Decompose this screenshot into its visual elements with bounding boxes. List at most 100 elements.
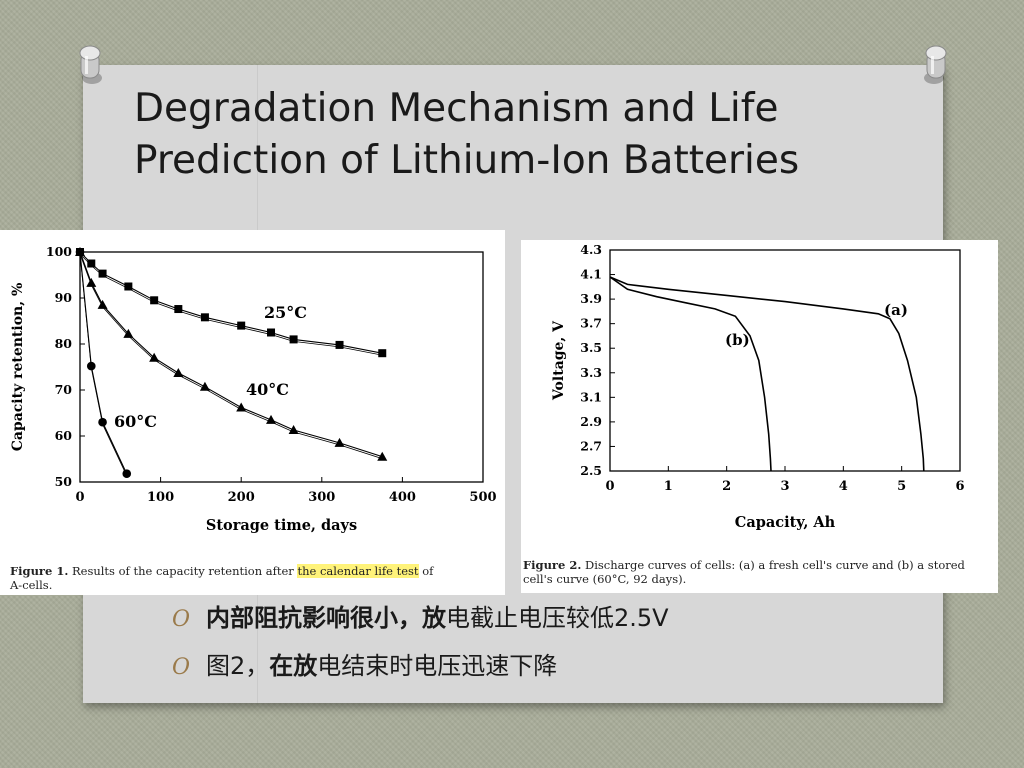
y-tick-label: 4.1: [580, 267, 602, 282]
series-label-25-c: 25°C: [264, 303, 307, 322]
bullet-text-2: 图2，在放电结束时电压迅速下降: [206, 648, 557, 684]
figure-2-caption-line-2: cell's curve (60°C, 92 days).: [523, 572, 687, 586]
data-point: [199, 381, 210, 391]
series-line-replicate-40-c: [79, 253, 383, 460]
y-tick-label: 100: [46, 244, 72, 259]
figure-1-panel: 0 100 200 300 400 500 50 60 70 80 90 100 Storage tim…: [0, 230, 505, 595]
data-point: [122, 469, 132, 479]
data-point: [377, 451, 388, 461]
y-tick-label: 3.9: [580, 291, 602, 306]
y-tick-label: 2.7: [580, 438, 602, 453]
data-point: [87, 259, 96, 268]
data-point: [200, 313, 209, 322]
y-axis-label: Voltage, V: [551, 320, 567, 401]
y-tick-label: 70: [55, 382, 73, 397]
series-line-replicate-60-c: [79, 253, 128, 476]
bullet-mark: O: [172, 607, 191, 632]
y-tick-label: 3.7: [580, 316, 602, 331]
bullet-1-bold: 内部阻抗影响很小，放: [206, 604, 446, 632]
x-tick-label: 500: [469, 490, 496, 505]
series-label-b: (b): [725, 331, 750, 349]
data-point: [150, 296, 159, 305]
plot-frame: [79, 251, 484, 483]
figure-2-caption-label: Figure 2.: [523, 558, 582, 572]
pushpin-right-icon: [924, 45, 947, 84]
data-point: [98, 417, 107, 427]
data-point: [124, 282, 133, 291]
x-tick-label: 400: [389, 490, 416, 505]
y-tick-label: 4.3: [580, 242, 602, 257]
data-point: [173, 367, 184, 377]
series-line-25-c: [79, 251, 383, 354]
data-point: [236, 402, 247, 412]
figure-2-caption-text: Discharge curves of cells: (a) a fresh c…: [584, 558, 965, 572]
y-tick-label: 80: [55, 336, 73, 351]
series-label-40-c: 40°C: [246, 380, 289, 399]
figure-1-caption-text: Results of the capacity retention after: [71, 564, 294, 578]
data-point: [97, 299, 108, 309]
series-line-40-c: [79, 251, 383, 458]
y-tick-label: 2.9: [580, 414, 602, 429]
bullet-1-rest: 电截止电压较低2.5V: [446, 604, 669, 632]
bullet-2-rest: 电结束时电压迅速下降: [317, 652, 558, 680]
bullet-2-bold: 在放: [269, 652, 318, 680]
series-line-a: [609, 276, 925, 472]
data-point: [86, 277, 97, 287]
figure-1-caption-line-2: A-cells.: [10, 578, 53, 592]
data-point: [289, 335, 298, 344]
figure-1-caption-highlight: the calendar life test: [297, 564, 419, 578]
series-label-60-c: 60°C: [114, 412, 157, 431]
x-tick-label: 0: [605, 479, 614, 494]
x-tick-label: 200: [228, 490, 255, 505]
bullet-list: O 内部阻抗影响很小，放电截止电压较低2.5V O 图2，在放电结束时电压迅速下…: [172, 600, 892, 696]
data-point: [335, 340, 344, 349]
data-point: [334, 437, 345, 447]
bullet-2-pre: 图2，: [206, 652, 270, 680]
bullet-mark: O: [172, 655, 191, 680]
series-label-a: (a): [884, 301, 908, 319]
data-point: [174, 305, 183, 314]
data-point: [266, 414, 277, 424]
bullet-item-2: O 图2，在放电结束时电压迅速下降: [172, 648, 892, 696]
figure-1-caption: Figure 1. Results of the capacity retent…: [10, 564, 500, 592]
x-tick-label: 5: [897, 479, 906, 494]
y-tick-label: 3.1: [580, 389, 602, 404]
slide-title: Degradation Mechanism and Life Predictio…: [134, 83, 914, 187]
title-line-2: Prediction of Lithium-Ion Batteries: [134, 138, 800, 183]
discharge-curve-chart: 0 1 2 3 4 5 6 2.5 2.7 2.9 3.1 3.3 3.5 3.7 3.9 4.1 4.3 Cap…: [551, 242, 965, 531]
y-tick-label: 2.5: [580, 463, 602, 478]
bullet-item-1: O 内部阻抗影响很小，放电截止电压较低2.5V: [172, 600, 892, 648]
x-tick-label: 3: [780, 479, 789, 494]
x-tick-label: 4: [839, 479, 848, 494]
y-tick-label: 50: [55, 474, 73, 489]
data-point: [378, 349, 387, 358]
y-axis-label: Capacity retention, %: [10, 283, 26, 452]
data-point: [86, 361, 96, 371]
figure-2-caption: Figure 2. Discharge curves of cells: (a)…: [523, 558, 995, 586]
series-line-b: [609, 276, 772, 472]
pushpin-left-icon: [79, 45, 102, 84]
data-point: [98, 269, 107, 278]
data-point: [75, 247, 85, 257]
title-line-1: Degradation Mechanism and Life: [134, 86, 779, 131]
y-tick-label: 3.5: [580, 340, 602, 355]
y-tick-label: 90: [55, 290, 73, 305]
y-tick-label: 3.3: [580, 365, 602, 380]
data-point: [288, 425, 299, 435]
x-tick-label: 100: [147, 490, 174, 505]
bullet-text-1: 内部阻抗影响很小，放电截止电压较低2.5V: [206, 600, 669, 636]
data-point: [237, 321, 246, 330]
x-tick-label: 300: [308, 490, 335, 505]
figure-2-panel: 0 1 2 3 4 5 6 2.5 2.7 2.9 3.1 3.3 3.5 3.7 3.9 4.1 4.3 Cap…: [521, 240, 998, 593]
data-point: [149, 352, 160, 362]
x-tick-label: 0: [75, 490, 84, 505]
capacity-retention-chart: 0 100 200 300 400 500 50 60 70 80 90 100 Storage tim…: [10, 244, 497, 534]
data-point: [267, 328, 276, 337]
x-tick-label: 6: [955, 479, 964, 494]
series-line-60-c: [79, 251, 128, 474]
series-line-replicate-25-c: [79, 253, 383, 356]
x-tick-label: 2: [722, 479, 731, 494]
x-axis-label: Storage time, days: [206, 517, 357, 534]
y-tick-label: 60: [55, 428, 73, 443]
figure-1-caption-label: Figure 1.: [10, 564, 69, 578]
